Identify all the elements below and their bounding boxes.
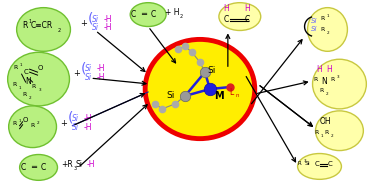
Text: C≡CR: C≡CR	[31, 22, 53, 31]
Text: 1: 1	[321, 134, 323, 138]
Text: 1: 1	[20, 63, 22, 67]
Text: M: M	[214, 91, 223, 101]
Text: R: R	[23, 92, 27, 97]
Text: +: +	[60, 119, 67, 128]
Ellipse shape	[17, 8, 70, 51]
Text: + H: + H	[165, 8, 180, 17]
Text: O: O	[23, 117, 28, 123]
Text: -H: -H	[87, 160, 95, 169]
Ellipse shape	[9, 106, 56, 148]
Text: H: H	[244, 4, 249, 13]
Text: 2: 2	[37, 121, 39, 125]
Text: (: (	[81, 61, 86, 75]
Text: R: R	[14, 65, 18, 70]
Text: C: C	[244, 15, 249, 24]
Text: H: H	[223, 4, 229, 13]
Text: -H: -H	[103, 24, 112, 32]
Text: R: R	[23, 21, 28, 30]
Text: O: O	[37, 65, 43, 71]
Text: C: C	[21, 163, 26, 172]
Ellipse shape	[313, 59, 366, 109]
Text: 1: 1	[19, 119, 21, 123]
Text: Si: Si	[73, 114, 79, 123]
Text: n: n	[236, 93, 239, 98]
Ellipse shape	[145, 39, 255, 139]
Text: +: +	[81, 20, 87, 29]
Text: N: N	[26, 77, 31, 86]
Text: C: C	[23, 69, 28, 75]
Text: 1: 1	[19, 86, 21, 90]
Text: C: C	[314, 161, 319, 167]
Text: C: C	[130, 10, 136, 19]
Text: -H: -H	[96, 73, 105, 82]
Text: H: H	[316, 65, 322, 74]
Text: ═: ═	[141, 10, 146, 19]
Text: -H: -H	[84, 123, 92, 132]
Text: R: R	[32, 84, 36, 89]
Text: 2: 2	[327, 31, 329, 36]
Text: Si: Si	[92, 24, 99, 32]
Text: 2: 2	[330, 134, 333, 138]
Ellipse shape	[308, 8, 347, 51]
Text: +R: +R	[62, 160, 73, 169]
Text: +: +	[73, 69, 80, 78]
Ellipse shape	[297, 153, 341, 179]
Text: (: (	[87, 12, 93, 26]
Text: R: R	[321, 16, 325, 21]
Text: Si: Si	[305, 161, 310, 167]
Text: 2: 2	[180, 14, 183, 19]
Text: Si: Si	[73, 123, 79, 132]
Text: 3: 3	[304, 160, 306, 163]
Text: R: R	[330, 77, 335, 82]
Text: R: R	[297, 161, 301, 167]
Text: 3: 3	[336, 75, 339, 79]
Text: 3: 3	[73, 166, 77, 171]
Text: OH: OH	[319, 117, 331, 126]
Text: C: C	[41, 163, 46, 172]
Ellipse shape	[316, 111, 363, 151]
Text: Si: Si	[207, 66, 215, 75]
Text: R: R	[324, 130, 329, 135]
Text: Si: Si	[76, 160, 82, 169]
Text: R: R	[321, 27, 325, 32]
Text: R: R	[12, 82, 17, 87]
Text: Si: Si	[92, 15, 99, 24]
Text: R: R	[313, 77, 318, 82]
Ellipse shape	[219, 3, 261, 31]
Text: 2: 2	[325, 92, 328, 96]
Ellipse shape	[8, 52, 70, 106]
Text: Si: Si	[311, 26, 317, 32]
Ellipse shape	[130, 3, 166, 26]
Text: C: C	[327, 161, 332, 167]
Text: 1: 1	[29, 19, 32, 24]
Text: 2: 2	[29, 96, 31, 100]
Text: Si: Si	[85, 73, 92, 82]
Text: R: R	[31, 123, 35, 128]
Text: -H: -H	[96, 64, 105, 73]
Text: 1: 1	[327, 14, 329, 18]
Text: 2: 2	[57, 29, 60, 33]
Text: -H: -H	[84, 114, 92, 123]
Ellipse shape	[20, 155, 57, 180]
Text: R: R	[12, 121, 17, 126]
Text: C: C	[223, 15, 228, 24]
Text: -H: -H	[103, 15, 112, 24]
Text: Si: Si	[167, 91, 175, 100]
Text: R: R	[319, 88, 324, 93]
Text: Si: Si	[85, 64, 92, 73]
Text: R: R	[314, 130, 319, 135]
Text: C: C	[150, 10, 156, 19]
Text: L: L	[229, 89, 233, 98]
Text: Si: Si	[311, 17, 317, 24]
Text: ═: ═	[31, 163, 36, 172]
Text: H: H	[327, 65, 332, 74]
Text: 3: 3	[39, 88, 41, 92]
Text: N: N	[322, 77, 327, 86]
Text: (: (	[67, 111, 73, 125]
